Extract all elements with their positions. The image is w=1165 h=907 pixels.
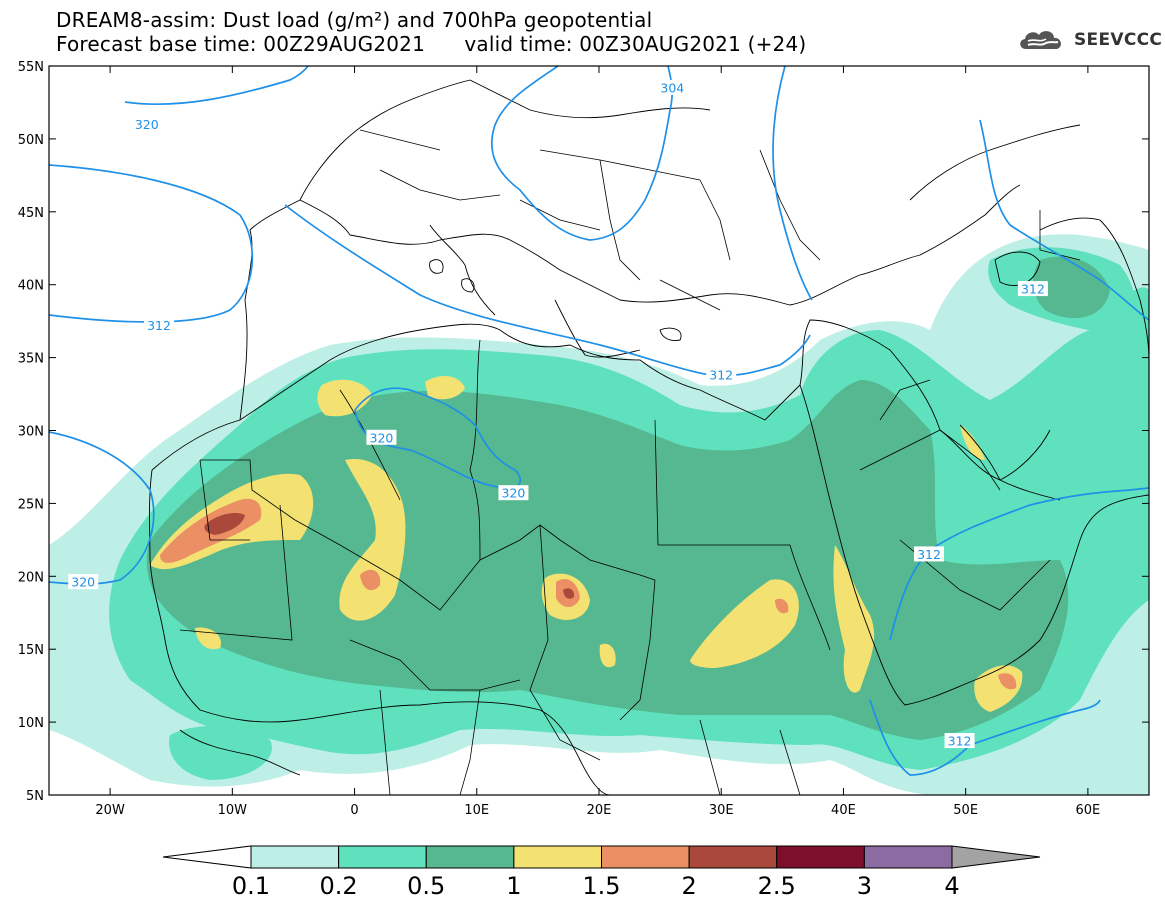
contour-label-bg (498, 485, 529, 501)
lon-tick-label: 50E (953, 803, 978, 818)
colorbar-level-label: 0.5 (407, 872, 445, 900)
dust-area-1.0-c (317, 379, 372, 417)
dust-area-1.5-c (360, 569, 381, 591)
colorbar-bin (688, 845, 778, 869)
colorbar-bin (250, 845, 340, 869)
contour-label-bg (366, 429, 397, 445)
dust-area-2.0 (204, 513, 245, 535)
colorbar-bin (601, 845, 690, 869)
colorbar-min-arrow (162, 845, 252, 869)
colorbar-bin (513, 845, 602, 869)
contour-label: 320 (370, 430, 394, 445)
seevccc-logo: SEEVCCC (1016, 25, 1162, 55)
lon-tick-label: 20W (95, 803, 125, 818)
dust-area-0.5-east (1033, 256, 1110, 319)
contour-label: 312 (709, 368, 733, 383)
dust-area-2.0-b (563, 588, 575, 599)
contour-label: 312 (147, 318, 171, 333)
colorbar: 0.1 0.2 0.5 1 1.5 2 2.5 3 4 (162, 845, 1041, 900)
dust-area-1.5-d (775, 598, 789, 614)
colorbar-level-label: 1.5 (582, 872, 620, 900)
lat-tick-label: 15N (18, 643, 44, 658)
lon-tick-label: 10W (218, 803, 248, 818)
colorbar-level-label: 0.2 (320, 872, 358, 900)
colorbar-level-label: 2 (681, 872, 696, 900)
colorbar-bin (338, 845, 427, 869)
lon-tick-label: 40E (831, 803, 856, 818)
cloud-icon (1020, 31, 1061, 49)
contour-label-bg (657, 79, 688, 95)
contour-label: 312 (917, 547, 941, 562)
geopotential-contours (49, 66, 1149, 776)
contour-312-east (772, 66, 813, 301)
contour-label-bg (944, 733, 975, 749)
geopotential-labels: 320 304 312 312 320 320 320 312 312 312 (68, 79, 1048, 749)
contour-label-bg (131, 116, 162, 132)
country-borders (179, 129, 1081, 795)
lat-tick-label: 40N (18, 279, 44, 294)
contour-label: 320 (135, 117, 159, 132)
lon-tick-label: 0 (350, 803, 358, 818)
contour-312-arabia (889, 487, 1149, 641)
colorbar-level-label: 4 (944, 872, 959, 900)
chart-title: DREAM8-assim: Dust load (g/m²) and 700hP… (56, 8, 653, 32)
map-axes: 55N 50N 45N 40N 35N 30N 25N 20N 15N 10N 5N 20W 10W 0 1… (18, 60, 1149, 818)
contour-312-caspian (979, 119, 1149, 321)
contour-label-bg (1017, 281, 1048, 297)
contour-label: 320 (71, 575, 95, 590)
colorbar-bin (425, 845, 515, 869)
colorbar-level-label: 2.5 (758, 872, 796, 900)
contour-label-bg (144, 317, 174, 333)
contour-label: 312 (1021, 282, 1045, 297)
lat-tick-label: 20N (18, 570, 44, 585)
colorbar-level-label: 1 (506, 872, 521, 900)
lon-tick-label: 20E (587, 803, 612, 818)
dust-load-field (49, 234, 1149, 795)
lat-tick-label: 35N (18, 352, 44, 367)
colorbar-level-label: 3 (857, 872, 872, 900)
contour-304 (490, 66, 673, 241)
lat-tick-label: 55N (18, 60, 44, 75)
dust-area-1.0-g (833, 545, 875, 693)
contour-312-main (284, 204, 811, 377)
colorbar-bin (776, 845, 865, 869)
contour-label-bg (68, 574, 99, 590)
lon-tick-label: 30E (709, 803, 734, 818)
lat-tick-label: 5N (26, 789, 44, 804)
contour-label-bg (914, 546, 944, 562)
contour-320-north (124, 66, 309, 106)
colorbar-level-label: 0.1 (232, 872, 270, 900)
lat-tick-label: 50N (18, 133, 44, 148)
coastlines-and-borders (149, 79, 1149, 795)
colorbar-bin (863, 845, 953, 869)
dust-area-1.0-f (690, 579, 799, 668)
contour-label: 312 (948, 734, 972, 749)
contour-label: 320 (502, 486, 526, 501)
logo-text: SEEVCCC (1074, 30, 1163, 50)
lon-tick-label: 60E (1076, 803, 1101, 818)
lat-tick-label: 25N (18, 497, 44, 512)
dust-area-1.5-e (998, 673, 1017, 690)
lon-tick-label: 10E (464, 803, 489, 818)
lat-tick-label: 10N (18, 716, 44, 731)
colorbar-max-arrow (951, 845, 1041, 869)
contour-label-bg (706, 367, 737, 383)
lat-tick-label: 45N (18, 206, 44, 221)
dust-area-1.0-d (425, 376, 465, 400)
dust-area-1.0-j (599, 643, 616, 668)
dust-area-1.0-i (960, 425, 985, 460)
dust-area-1.0-b (339, 459, 406, 621)
contour-320-sahara (354, 387, 522, 490)
lat-tick-label: 30N (18, 425, 44, 440)
contour-label: 304 (660, 80, 684, 95)
chart-subtitle: Forecast base time: 00Z29AUG2021 valid t… (56, 32, 807, 56)
